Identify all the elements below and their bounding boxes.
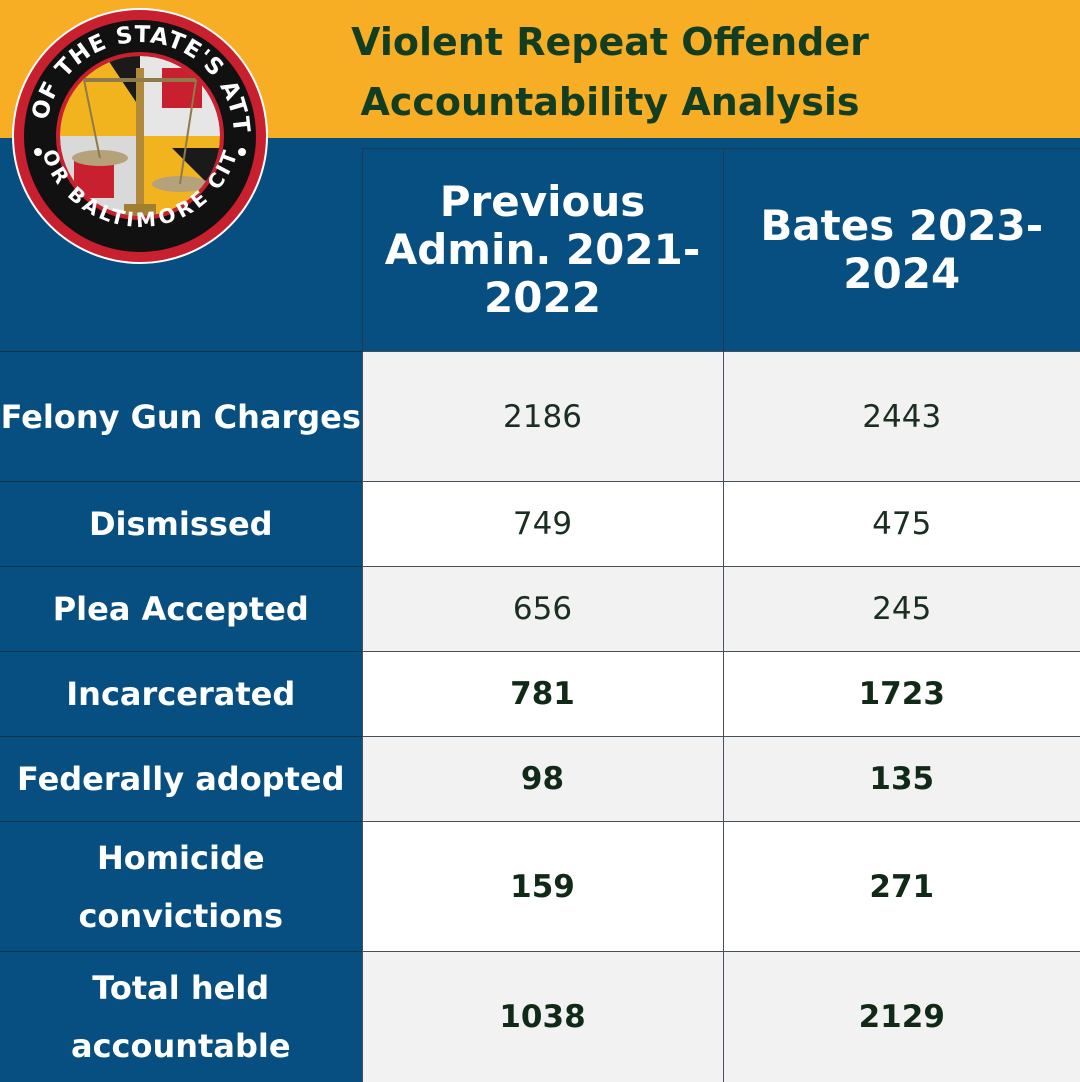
cell-previous-value: 781 xyxy=(361,651,723,737)
table-row: Felony Gun Charges 2186 2443 xyxy=(0,351,1080,482)
seal-graphic: OFFICE OF THE STATE'S ATTORNEY FOR BALTI… xyxy=(12,8,266,262)
state-attorney-seal: OFFICE OF THE STATE'S ATTORNEY FOR BALTI… xyxy=(12,8,268,264)
row-label-felony-gun-charges: Felony Gun Charges xyxy=(0,351,362,482)
row-label-plea-accepted: Plea Accepted xyxy=(0,566,362,652)
cell-bates-value: 475 xyxy=(722,481,1080,567)
accountability-table: Previous Admin. 2021-2022 Bates 2023-202… xyxy=(0,148,1080,1082)
page-title: Violent Repeat Offender Accountability A… xyxy=(351,20,869,124)
column-header-bates: Bates 2023-2024 xyxy=(722,148,1080,352)
cell-bates-value: 245 xyxy=(722,566,1080,652)
cell-previous-value: 159 xyxy=(361,821,723,952)
table-row: Dismissed 749 475 xyxy=(0,481,1080,567)
row-label-dismissed: Dismissed xyxy=(0,481,362,567)
cell-bates-value: 2129 xyxy=(722,951,1080,1082)
row-label-incarcerated: Incarcerated xyxy=(0,651,362,737)
table-row: Plea Accepted 656 245 xyxy=(0,566,1080,652)
cell-previous-value: 1038 xyxy=(361,951,723,1082)
cell-bates-value: 2443 xyxy=(722,351,1080,482)
table-row: Incarcerated 781 1723 xyxy=(0,651,1080,737)
table-row: Federally adopted 98 135 xyxy=(0,736,1080,822)
table-row: Total held accountable 1038 2129 xyxy=(0,951,1080,1082)
cell-previous-value: 656 xyxy=(361,566,723,652)
cell-previous-value: 98 xyxy=(361,736,723,822)
row-label-homicide-convictions: Homicide convictions xyxy=(0,821,362,952)
cell-previous-value: 749 xyxy=(361,481,723,567)
row-label-federally-adopted: Federally adopted xyxy=(0,736,362,822)
column-header-previous-admin: Previous Admin. 2021-2022 xyxy=(361,148,723,352)
table-row: Homicide convictions 159 271 xyxy=(0,821,1080,952)
row-label-total-held-accountable: Total held accountable xyxy=(0,951,362,1082)
cell-bates-value: 1723 xyxy=(722,651,1080,737)
cell-previous-value: 2186 xyxy=(361,351,723,482)
cell-bates-value: 135 xyxy=(722,736,1080,822)
cell-bates-value: 271 xyxy=(722,821,1080,952)
